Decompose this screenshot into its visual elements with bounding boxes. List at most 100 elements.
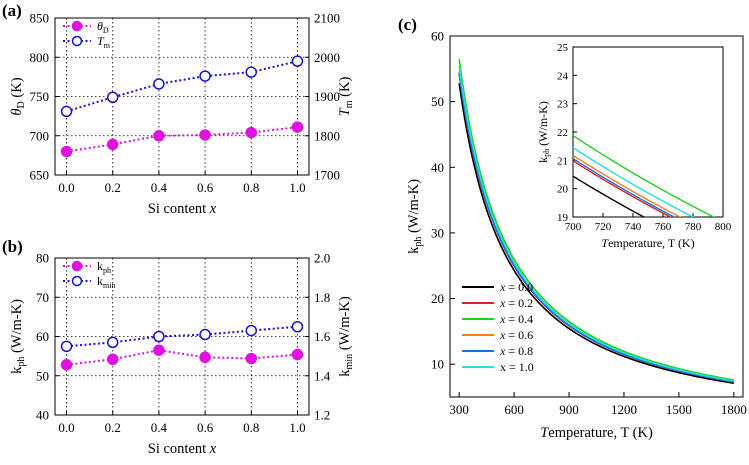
x-tick-label: 1.0 <box>289 420 305 435</box>
x-tick-label: 300 <box>449 402 469 417</box>
y-axis-label: θD (K) <box>9 77 27 115</box>
series-line <box>66 325 298 348</box>
x-axis-label: Si content x <box>148 201 217 217</box>
x-tick-label: 0.0 <box>58 420 74 435</box>
inset-x-tick-label: 760 <box>655 221 672 233</box>
data-point-filled <box>245 126 258 139</box>
inset-series-line <box>573 135 716 217</box>
y2-tick-label: 2000 <box>314 50 340 65</box>
data-point-open <box>106 91 119 104</box>
y2-tick-label: 1.4 <box>314 368 331 383</box>
x-tick-label: 900 <box>559 402 579 417</box>
data-point-filled <box>60 359 73 371</box>
legend-label: x = 0.8 <box>499 344 533 358</box>
y-tick-label: 80 <box>36 251 49 266</box>
inset-series-line <box>573 158 676 217</box>
y2-axis-label: kmin (W/m-K) <box>337 296 355 377</box>
y-tick-label: 800 <box>30 50 50 65</box>
plot-frame <box>449 35 744 398</box>
x-tick-label: 1.0 <box>289 180 305 195</box>
x-tick-label: 0.0 <box>58 180 74 195</box>
data-point-open <box>291 55 304 67</box>
legend-marker <box>71 260 83 272</box>
legend-label: θD <box>97 19 109 35</box>
panel-c: 300 600 900 1200 1500 1800 10 20 30 40 50 60 Tempera… <box>398 15 747 441</box>
legend-marker <box>71 20 83 32</box>
data-point-open <box>291 320 304 333</box>
x-tick-label: 1500 <box>666 402 692 417</box>
legend-label: kph <box>97 259 111 275</box>
inset-x-axis-label: Temperature, T (K) <box>601 236 694 250</box>
legend-label: x = 1.0 <box>500 360 534 374</box>
y-tick-label: 30 <box>431 225 444 240</box>
inset-x-tick-label: 720 <box>595 221 612 233</box>
inset-x-tick-label: 800 <box>715 221 732 233</box>
data-point-filled <box>60 145 73 158</box>
x-tick-label: 0.8 <box>243 180 259 195</box>
x-tick-label: 0.4 <box>151 420 168 435</box>
data-point-open <box>106 336 119 349</box>
legend-label: Tm <box>97 34 111 50</box>
y-tick-label: 50 <box>431 94 444 109</box>
x-axis-label: Si content x <box>148 441 217 457</box>
legend-label: x = 0.0 <box>499 280 533 294</box>
y-tick-label: 850 <box>30 11 50 26</box>
x-tick-label: 600 <box>504 402 524 417</box>
inset-y-tick-label: 23 <box>557 99 569 111</box>
y-axis-label: kph (W/m-K) <box>406 179 424 254</box>
legend-label: kmin <box>97 274 115 290</box>
y2-tick-label: 1.2 <box>314 408 330 423</box>
data-point-open <box>199 70 211 82</box>
data-point-filled <box>106 138 119 151</box>
x-tick-label: 0.4 <box>151 180 168 195</box>
y2-tick-label: 1900 <box>314 89 340 104</box>
y-tick-label: 70 <box>36 290 49 305</box>
panel-label: (b) <box>2 237 23 256</box>
panel-a: 0.0 0.2 0.4 0.6 0.8 1.0 650 700 750 800 850 1700 180… <box>2 1 355 217</box>
legend-label: x = 0.2 <box>499 296 533 310</box>
y2-tick-label: 1.8 <box>314 290 330 305</box>
y-tick-label: 60 <box>36 329 49 344</box>
series-line <box>458 58 734 381</box>
plot-frame <box>54 257 310 416</box>
inset-y-tick-label: 19 <box>557 212 569 224</box>
series-line <box>458 72 734 383</box>
data-point-filled <box>106 353 119 366</box>
data-point-filled <box>291 348 304 361</box>
x-tick-label: 0.8 <box>243 420 259 435</box>
inset-y-tick-label: 20 <box>557 184 569 196</box>
inset-y-tick-label: 24 <box>557 70 569 82</box>
y2-axis-label: Tm (K) <box>337 77 355 117</box>
series-line <box>66 126 298 153</box>
y-tick-label: 60 <box>431 29 444 44</box>
legend-label: x = 0.4 <box>499 312 533 326</box>
legend-marker <box>71 275 83 287</box>
y-tick-label: 40 <box>431 160 444 175</box>
data-point-open <box>199 328 211 341</box>
x-tick-label: 0.2 <box>105 420 121 435</box>
y-tick-label: 750 <box>30 89 50 104</box>
inset-x-tick-label: 700 <box>565 221 582 233</box>
data-point-open <box>245 66 258 78</box>
y-tick-label: 50 <box>36 368 49 383</box>
panel-b: 0.0 0.2 0.4 0.6 0.8 1.0 40 50 60 70 80 1.2 1.4 1.6 1.8… <box>2 237 355 457</box>
y-tick-label: 40 <box>36 408 49 423</box>
inset-series-line <box>573 147 695 217</box>
data-point-filled <box>199 351 211 364</box>
data-point-open <box>153 330 165 343</box>
inset-x-tick-label: 740 <box>625 221 642 233</box>
data-point-filled <box>199 129 211 141</box>
legend-marker <box>71 35 83 47</box>
inset-y-tick-label: 21 <box>557 155 568 167</box>
inset-series-line <box>573 154 682 217</box>
legend-label: x = 0.6 <box>499 328 533 342</box>
panel-label: (c) <box>398 15 417 34</box>
x-tick-label: 0.6 <box>197 180 214 195</box>
x-tick-label: 0.6 <box>197 420 214 435</box>
inset-x-tick-label: 780 <box>685 221 702 233</box>
x-tick-label: 1200 <box>611 402 637 417</box>
data-point-filled <box>245 352 258 365</box>
data-point-filled <box>291 121 304 133</box>
panel-label: (a) <box>2 1 22 20</box>
